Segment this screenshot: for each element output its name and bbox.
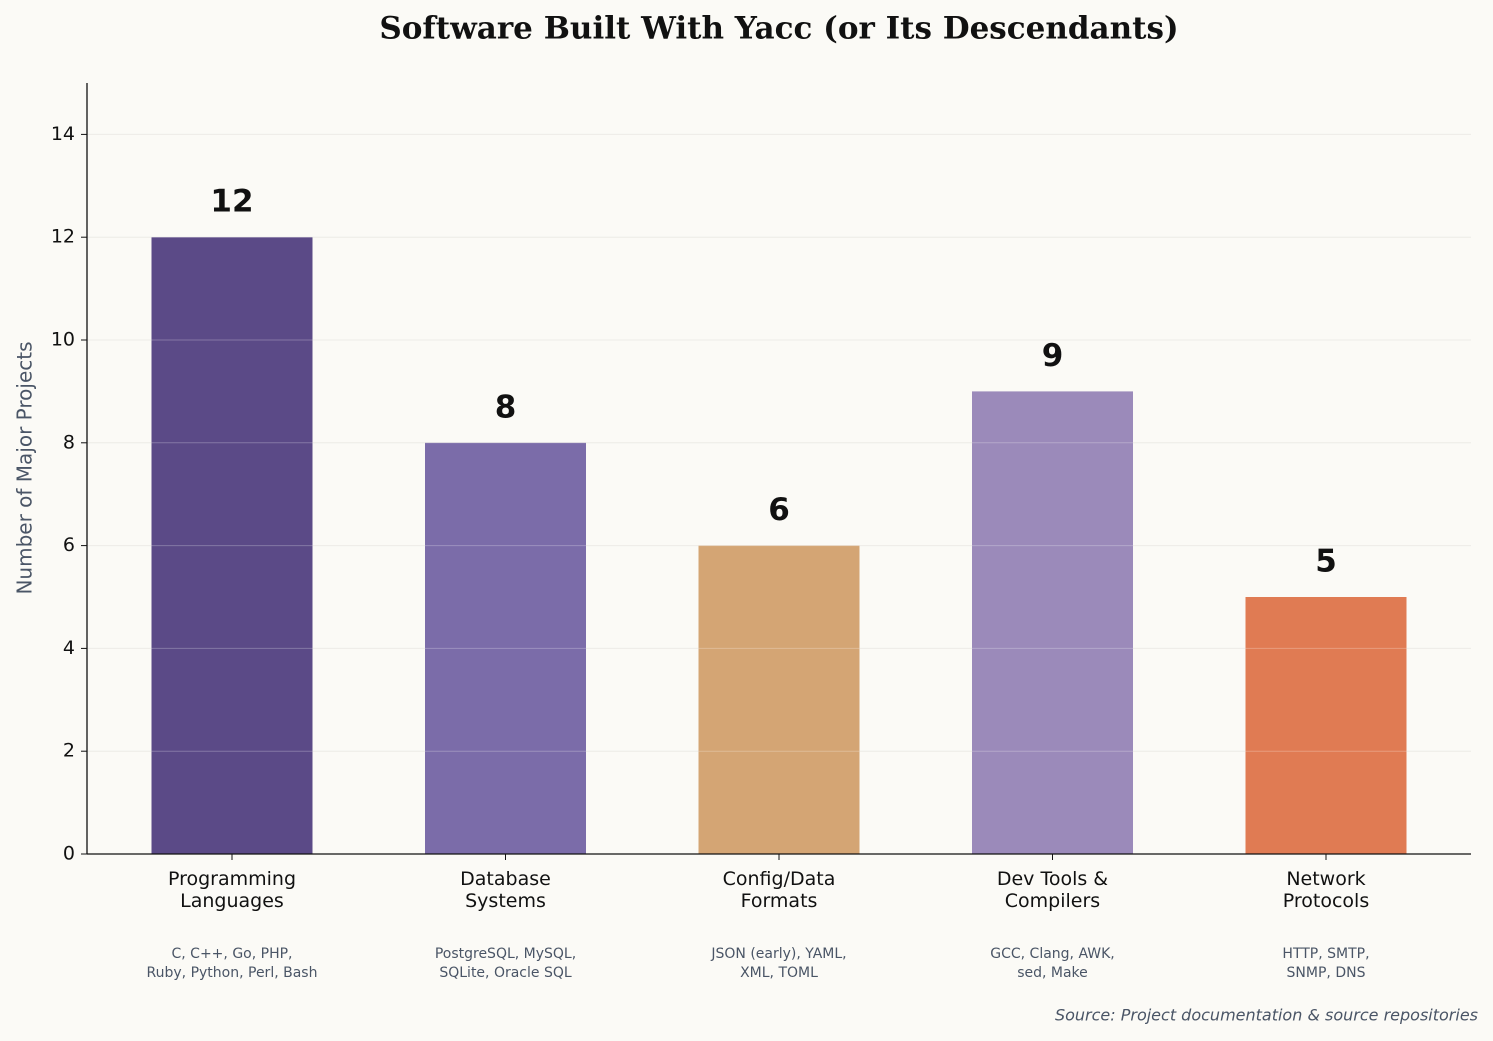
category-examples: GCC, Clang, AWK, sed, Make: [990, 946, 1115, 981]
y-tick-label: 4: [63, 637, 75, 659]
bar: [1245, 597, 1407, 854]
y-tick-label: 14: [51, 123, 75, 145]
y-tick-label: 2: [63, 740, 75, 762]
y-tick-label: 6: [63, 534, 75, 556]
bar: [698, 545, 860, 854]
value-label: 5: [1315, 544, 1337, 580]
chart-title: Software Built With Yacc (or Its Descend…: [379, 11, 1178, 47]
category-examples: JSON (early), YAML, XML, TOML: [710, 946, 846, 981]
bar: [425, 442, 586, 854]
category-examples: C, C++, Go, PHP, Ruby, Python, Perl, Bash: [147, 946, 318, 981]
x-tick-label: Database Systems: [460, 868, 551, 912]
y-tick-label: 12: [51, 226, 75, 248]
y-axis-label: Number of Major Projects: [13, 341, 37, 594]
value-label: 9: [1042, 338, 1064, 374]
y-tick-label: 10: [51, 329, 75, 351]
bar: [972, 391, 1133, 854]
x-tick-label: Dev Tools & Compilers: [997, 868, 1108, 912]
y-tick-label: 8: [63, 431, 75, 453]
bar: [151, 237, 313, 854]
x-tick-label: Programming Languages: [168, 868, 296, 912]
value-label: 12: [210, 184, 253, 220]
category-examples: PostgreSQL, MySQL, SQLite, Oracle SQL: [435, 946, 576, 981]
value-label: 6: [768, 492, 790, 528]
x-tick-label: Network Protocols: [1283, 868, 1369, 912]
value-label: 8: [495, 389, 517, 425]
category-examples: HTTP, SMTP, SNMP, DNS: [1282, 946, 1369, 981]
x-tick-label: Config/Data Formats: [723, 868, 836, 912]
source-note: Source: Project documentation & source r…: [1055, 1006, 1478, 1025]
y-tick-label: 0: [63, 843, 75, 865]
